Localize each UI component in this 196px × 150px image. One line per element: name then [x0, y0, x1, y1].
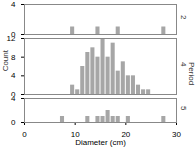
svg-text:0: 0 [22, 130, 27, 139]
svg-text:2: 2 [179, 15, 188, 20]
svg-text:4: 4 [179, 62, 188, 67]
svg-text:Diameter (cm): Diameter (cm) [75, 138, 126, 147]
svg-text:10: 10 [70, 130, 80, 140]
html-text:Count: Count [1, 50, 10, 72]
svg-text:30: 30 [172, 130, 181, 139]
svg-text:0: 0 [11, 118, 16, 127]
svg-text:20: 20 [121, 130, 131, 140]
html-text:Period: Period [187, 62, 196, 86]
svg-text:5: 5 [179, 106, 188, 111]
svg-text:4: 4 [11, 96, 16, 103]
svg-text:4: 4 [11, 71, 16, 80]
svg-text:8: 8 [11, 53, 16, 62]
svg-text:12: 12 [7, 36, 16, 43]
svg-text:4: 4 [11, 2, 16, 9]
